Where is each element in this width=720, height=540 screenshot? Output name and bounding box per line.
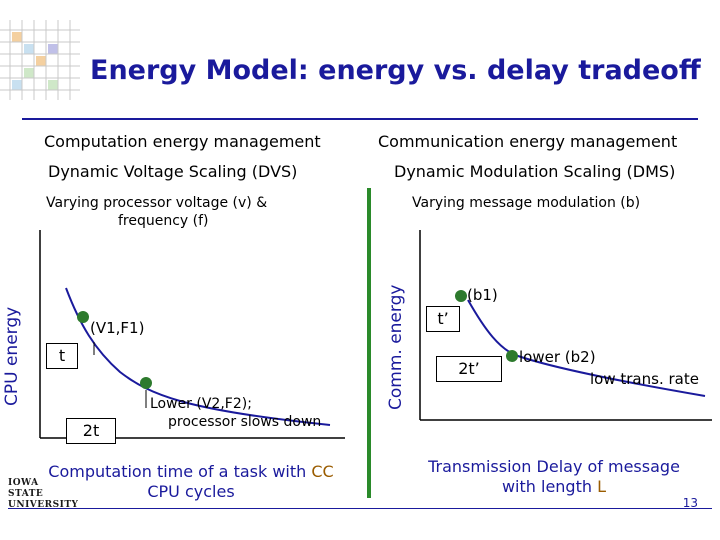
right-y-axis-label: Comm. energy	[386, 284, 406, 410]
right-caption-part2: with length	[501, 477, 592, 496]
university-logo: IOWA STATE UNIVERSITY	[8, 478, 79, 511]
left-subheading: Dynamic Voltage Scaling (DVS)	[48, 162, 298, 181]
left-description-line1: Varying processor voltage (v) &	[46, 195, 268, 211]
left-point1-dot	[77, 311, 89, 323]
left-y-axis-label: CPU energy	[2, 306, 22, 406]
grid-cell	[24, 68, 34, 78]
left-caption: Computation time of a task with CC CPU c…	[46, 462, 336, 502]
left-energy-curve	[65, 287, 331, 426]
right-t-box: t’	[426, 306, 460, 332]
right-point1-dot	[455, 290, 467, 302]
right-description: Varying message modulation (b)	[412, 195, 641, 211]
footer-rule	[8, 508, 712, 509]
grid-cell	[24, 44, 34, 54]
right-point2-line1: lower (b2)	[519, 348, 596, 366]
right-heading: Communication energy management	[378, 132, 678, 151]
left-heading: Computation energy management	[44, 132, 321, 151]
right-2t-box: 2t’	[436, 356, 502, 382]
column-divider	[367, 188, 371, 498]
right-point2-dot	[506, 350, 518, 362]
grid-cell	[12, 80, 22, 90]
right-point1-label: (b1)	[467, 286, 498, 304]
grid-cell	[36, 56, 46, 66]
right-point2-line2: low trans. rate	[590, 370, 699, 388]
right-caption-highlight: L	[597, 477, 607, 496]
title-underline	[22, 118, 698, 120]
corner-grid-decoration	[0, 20, 80, 100]
grid-cell	[48, 80, 58, 90]
right-caption-line1: Transmission Delay of message	[428, 457, 680, 476]
left-point1-label: (V1,F1)	[90, 319, 145, 337]
left-description-line2: frequency (f)	[118, 213, 209, 229]
left-2t-box: 2t	[66, 418, 116, 444]
left-caption-highlight: CC	[311, 462, 334, 481]
right-subheading: Dynamic Modulation Scaling (DMS)	[394, 162, 676, 181]
left-t-box: t	[46, 343, 78, 369]
left-point2-line1: Lower (V2,F2);	[150, 396, 252, 412]
left-caption-line2: CPU cycles	[147, 482, 235, 501]
slide-title: Energy Model: energy vs. delay tradeoff	[90, 55, 701, 86]
grid-cell	[12, 32, 22, 42]
right-energy-curve	[467, 299, 706, 397]
logo-line1: IOWA STATE	[8, 478, 44, 499]
grid-cell	[48, 44, 58, 54]
page-number: 13	[682, 496, 698, 510]
left-caption-part1: Computation time of a task with	[48, 462, 307, 481]
logo-line2: UNIVERSITY	[8, 500, 79, 510]
grid-lines	[0, 20, 80, 100]
left-point2-dot	[140, 377, 152, 389]
right-caption: Transmission Delay of message with lengt…	[404, 457, 704, 497]
left-point2-line2: processor slows down	[168, 414, 322, 430]
